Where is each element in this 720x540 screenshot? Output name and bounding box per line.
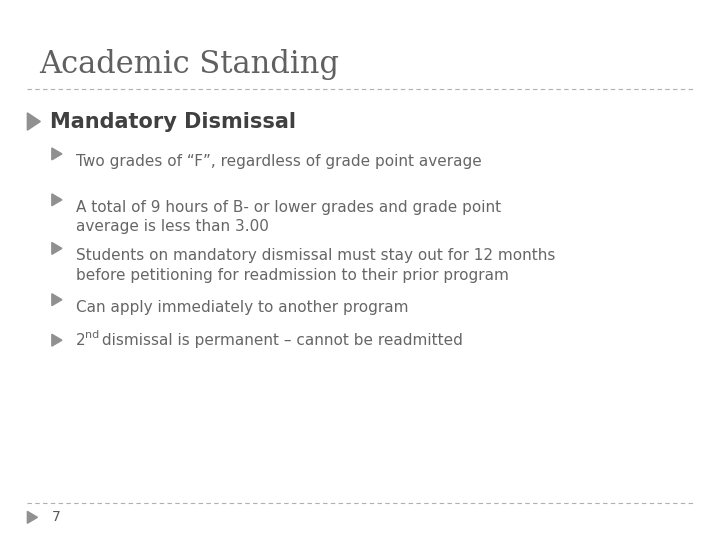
Text: Can apply immediately to another program: Can apply immediately to another program: [76, 300, 408, 315]
Text: A total of 9 hours of B- or lower grades and grade point
average is less than 3.: A total of 9 hours of B- or lower grades…: [76, 200, 500, 234]
Polygon shape: [27, 113, 40, 130]
Text: nd: nd: [85, 330, 99, 340]
Polygon shape: [52, 148, 62, 160]
Text: dismissal is permanent – cannot be readmitted: dismissal is permanent – cannot be readm…: [97, 333, 463, 348]
Text: Two grades of “F”, regardless of grade point average: Two grades of “F”, regardless of grade p…: [76, 154, 482, 169]
Polygon shape: [52, 334, 62, 346]
Text: Academic Standing: Academic Standing: [40, 49, 340, 79]
Text: Students on mandatory dismissal must stay out for 12 months
before petitioning f: Students on mandatory dismissal must sta…: [76, 248, 555, 282]
Polygon shape: [52, 294, 62, 306]
Polygon shape: [52, 194, 62, 206]
Polygon shape: [52, 242, 62, 254]
Polygon shape: [27, 511, 37, 523]
Text: 7: 7: [52, 510, 60, 524]
Text: Mandatory Dismissal: Mandatory Dismissal: [50, 111, 297, 132]
Text: 2: 2: [76, 333, 85, 348]
